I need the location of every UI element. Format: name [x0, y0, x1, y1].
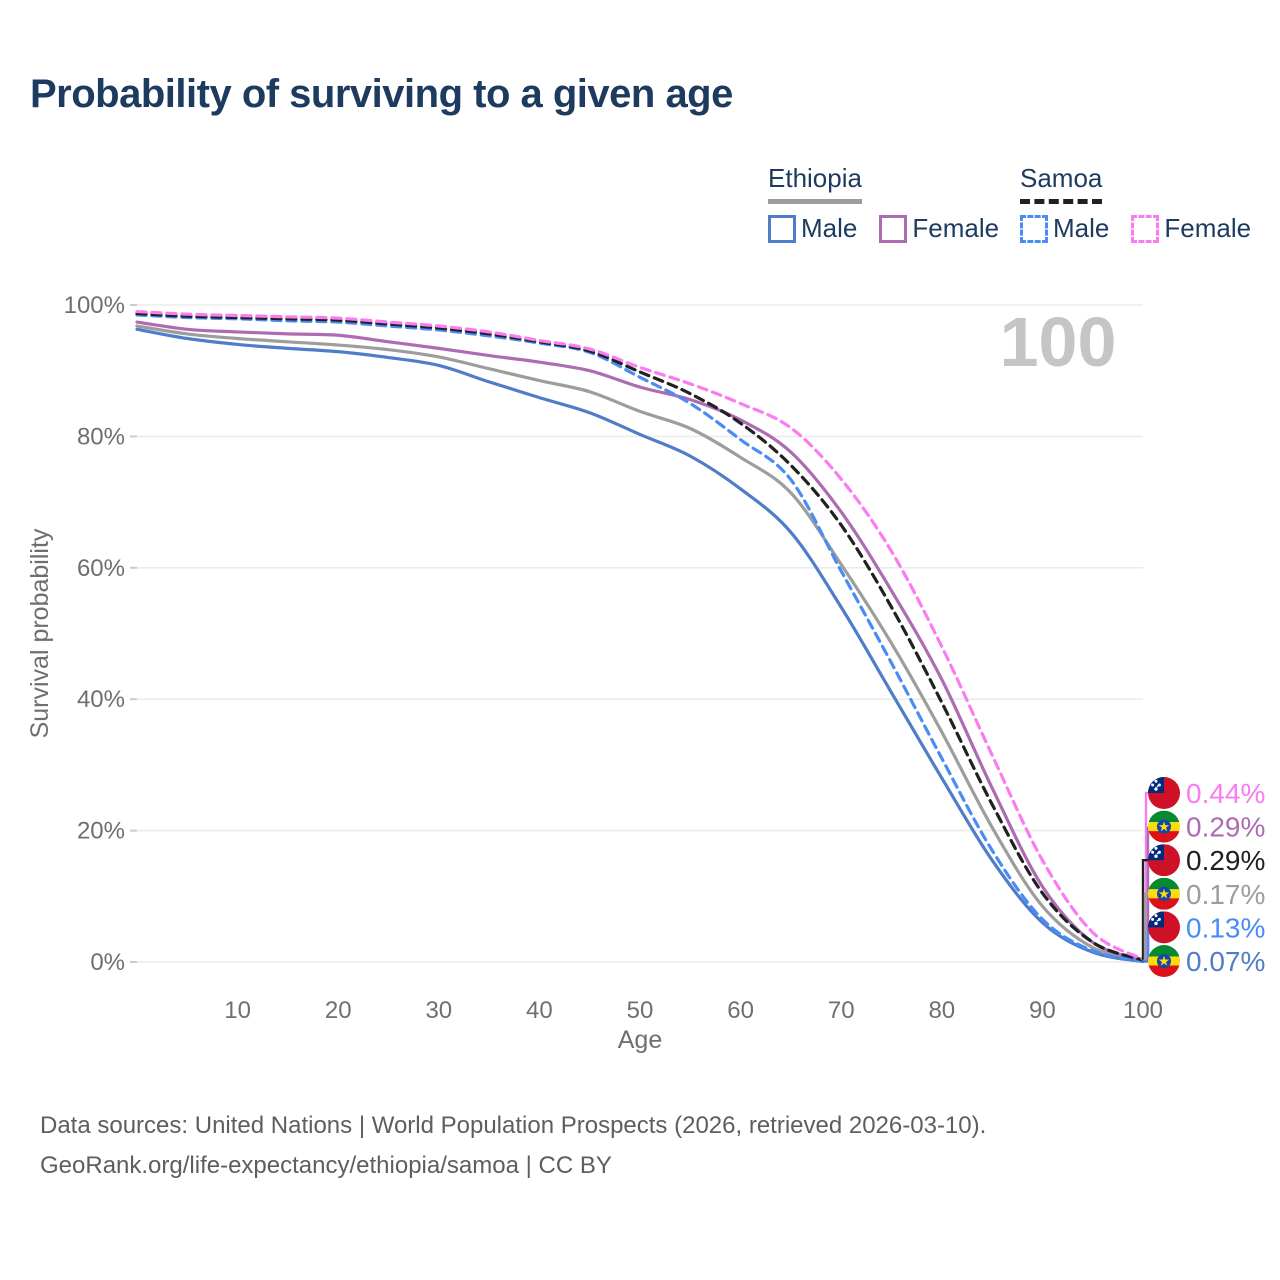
- legend-group-ethiopia: Ethiopia Male Female: [768, 163, 1021, 244]
- legend-item-samoa-male[interactable]: Male: [1020, 213, 1109, 244]
- samoa-flag-icon: [1148, 844, 1180, 876]
- curve-ethiopia-female: [135, 320, 1145, 962]
- x-axis-title: Age: [618, 1026, 662, 1054]
- survival-curves: [135, 309, 1145, 964]
- legend-label-samoa-male: Male: [1053, 213, 1110, 243]
- gridlines: [130, 304, 1143, 963]
- y-tick-label-20: 20%: [77, 818, 125, 845]
- axis-labels: 0% 20% 40% 60% 80% 100% 10 20 30 40 50 60 70 80 90 100 A…: [26, 292, 1163, 1054]
- legend-country-samoa[interactable]: Samoa: [1020, 163, 1103, 204]
- footer: Data sources: United Nations | World Pop…: [40, 1106, 986, 1186]
- legend-swatch-ethiopia-male: [768, 214, 796, 243]
- y-tick-label-40: 40%: [77, 686, 125, 713]
- footer-sources: Data sources: United Nations | World Pop…: [40, 1112, 987, 1139]
- legend-label-ethiopia-male: Male: [801, 213, 858, 243]
- x-tick-label-10: 10: [224, 997, 251, 1024]
- curve-ethiopia-total: [135, 324, 1145, 963]
- x-tick-label-60: 60: [727, 997, 754, 1024]
- age-watermark: 100: [1000, 303, 1117, 381]
- legend-item-ethiopia-female[interactable]: Female: [879, 213, 999, 244]
- curve-samoa-male: [135, 313, 1145, 963]
- x-tick-label-20: 20: [325, 997, 352, 1024]
- samoa-flag-icon: [1148, 777, 1180, 809]
- age-counter: 100: [1000, 303, 1117, 381]
- legend-item-ethiopia-male[interactable]: Male: [768, 213, 857, 244]
- curve-samoa-female: [135, 309, 1145, 961]
- callout-line-samoa-total: [1141, 859, 1148, 961]
- x-tick-label-100: 100: [1123, 997, 1163, 1024]
- ethiopia-flag-icon: [1148, 811, 1180, 843]
- y-tick-label-100: 100%: [64, 292, 125, 319]
- legend-group-samoa: Samoa Male Female: [1020, 163, 1273, 244]
- legend-swatch-ethiopia-female: [879, 214, 908, 243]
- ethiopia-flag-icon: [1148, 945, 1180, 977]
- footer-link[interactable]: GeoRank.org/life-expectancy/ethiopia/sam…: [40, 1152, 612, 1179]
- x-tick-label-40: 40: [526, 997, 553, 1024]
- x-tick-label-50: 50: [627, 997, 654, 1024]
- y-axis-title: Survival probability: [26, 528, 54, 738]
- end-value-ethiopia-total: 0.17%: [1186, 879, 1265, 910]
- x-tick-label-90: 90: [1029, 997, 1056, 1024]
- curve-samoa-total: [135, 311, 1145, 962]
- legend-country-ethiopia[interactable]: Ethiopia: [768, 163, 862, 204]
- y-tick-label-0: 0%: [90, 949, 125, 976]
- curve-ethiopia-male: [135, 327, 1145, 964]
- ethiopia-flag-icon: [1148, 878, 1180, 910]
- x-tick-label-30: 30: [425, 997, 452, 1024]
- y-tick-label-80: 80%: [77, 423, 125, 450]
- samoa-flag-icon: [1148, 911, 1180, 943]
- end-value-ethiopia-female: 0.29%: [1186, 812, 1265, 843]
- legend-label-ethiopia-female: Female: [912, 213, 1000, 243]
- page-title: Probability of surviving to a given age: [30, 72, 733, 116]
- legend-swatch-samoa-female: [1131, 214, 1160, 243]
- x-tick-label-80: 80: [928, 997, 955, 1024]
- legend-swatch-samoa-male: [1020, 214, 1048, 243]
- legend-item-samoa-female[interactable]: Female: [1131, 213, 1251, 244]
- end-value-callouts: 0.44%0.29%0.29%0.17%0.13%0.07%: [1141, 777, 1265, 977]
- x-tick-label-70: 70: [828, 997, 855, 1024]
- end-value-samoa-male: 0.13%: [1186, 912, 1265, 943]
- end-value-ethiopia-male: 0.07%: [1186, 946, 1265, 977]
- end-value-samoa-total: 0.29%: [1186, 845, 1265, 876]
- y-tick-label-60: 60%: [77, 555, 125, 582]
- legend-label-samoa-female: Female: [1164, 213, 1252, 243]
- end-value-samoa-female: 0.44%: [1186, 778, 1265, 809]
